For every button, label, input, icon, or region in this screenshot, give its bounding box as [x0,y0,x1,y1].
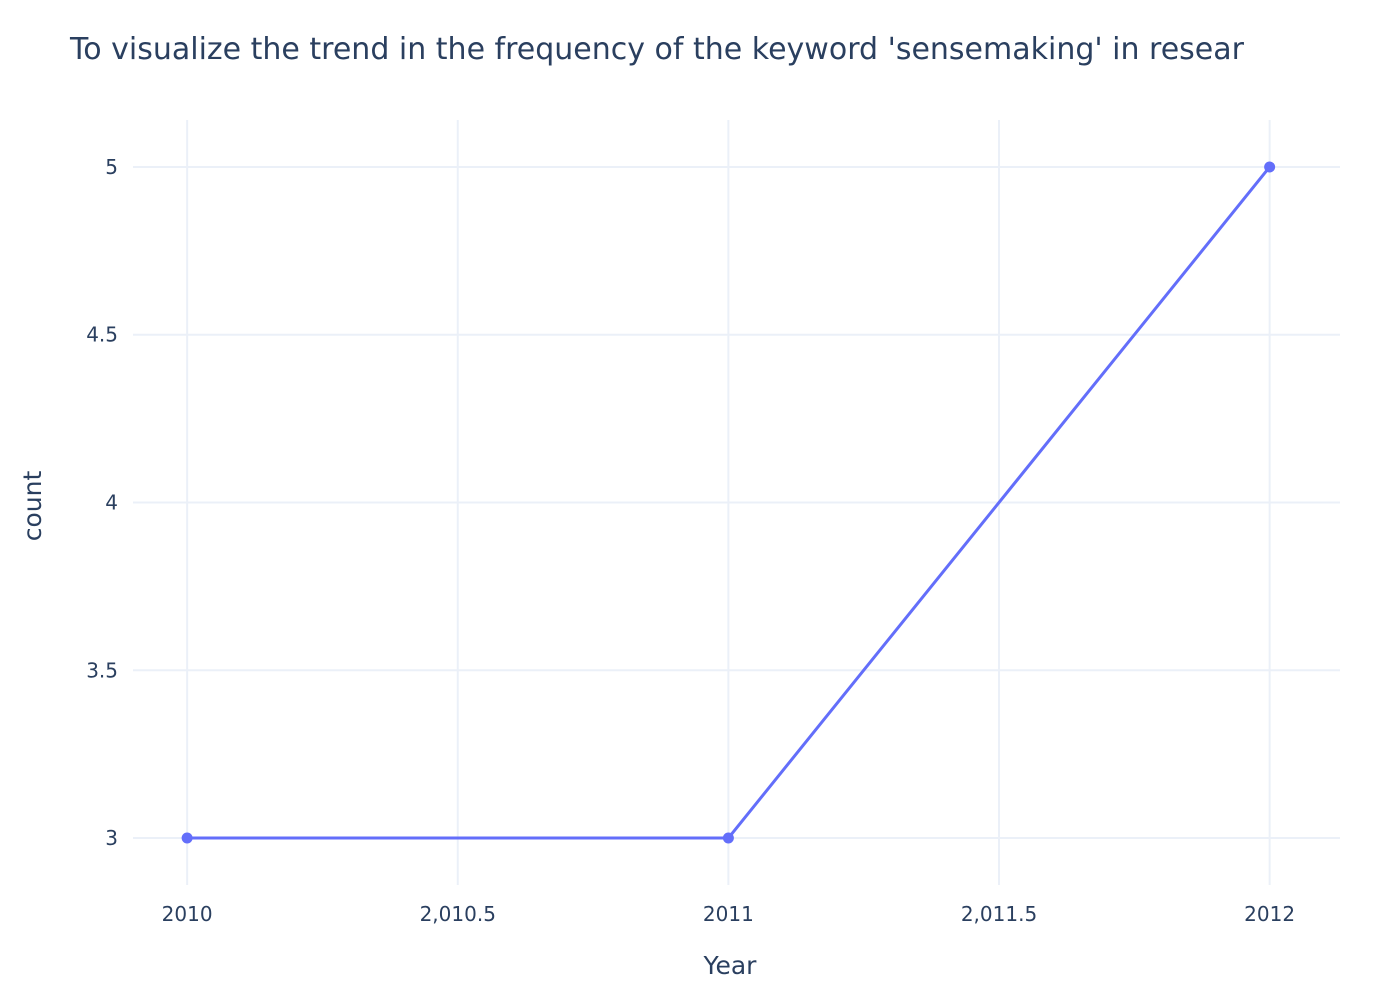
y-tick-label: 3.5 [86,658,118,682]
y-tick-label: 4.5 [86,323,118,347]
data-point [722,832,734,844]
y-tick-label: 3 [105,826,118,850]
data-point [1264,161,1276,173]
y-tick-labels: 3 3.5 4 4.5 5 [86,155,118,850]
x-axis-title: Year [703,951,758,980]
chart-title: To visualize the trend in the frequency … [69,32,1245,67]
x-tick-label: 2010 [162,902,213,926]
y-tick-label: 4 [105,491,118,515]
x-tick-label: 2012 [1244,902,1295,926]
x-tick-label: 2,011.5 [961,902,1037,926]
y-tick-label: 5 [105,155,118,179]
x-tick-label: 2,010.5 [420,902,496,926]
series-layer [181,161,1276,844]
data-point [181,832,193,844]
y-axis-title: count [18,471,47,542]
x-tick-label: 2011 [703,902,754,926]
x-tick-labels: 2010 2,010.5 2011 2,011.5 2012 [162,902,1295,926]
